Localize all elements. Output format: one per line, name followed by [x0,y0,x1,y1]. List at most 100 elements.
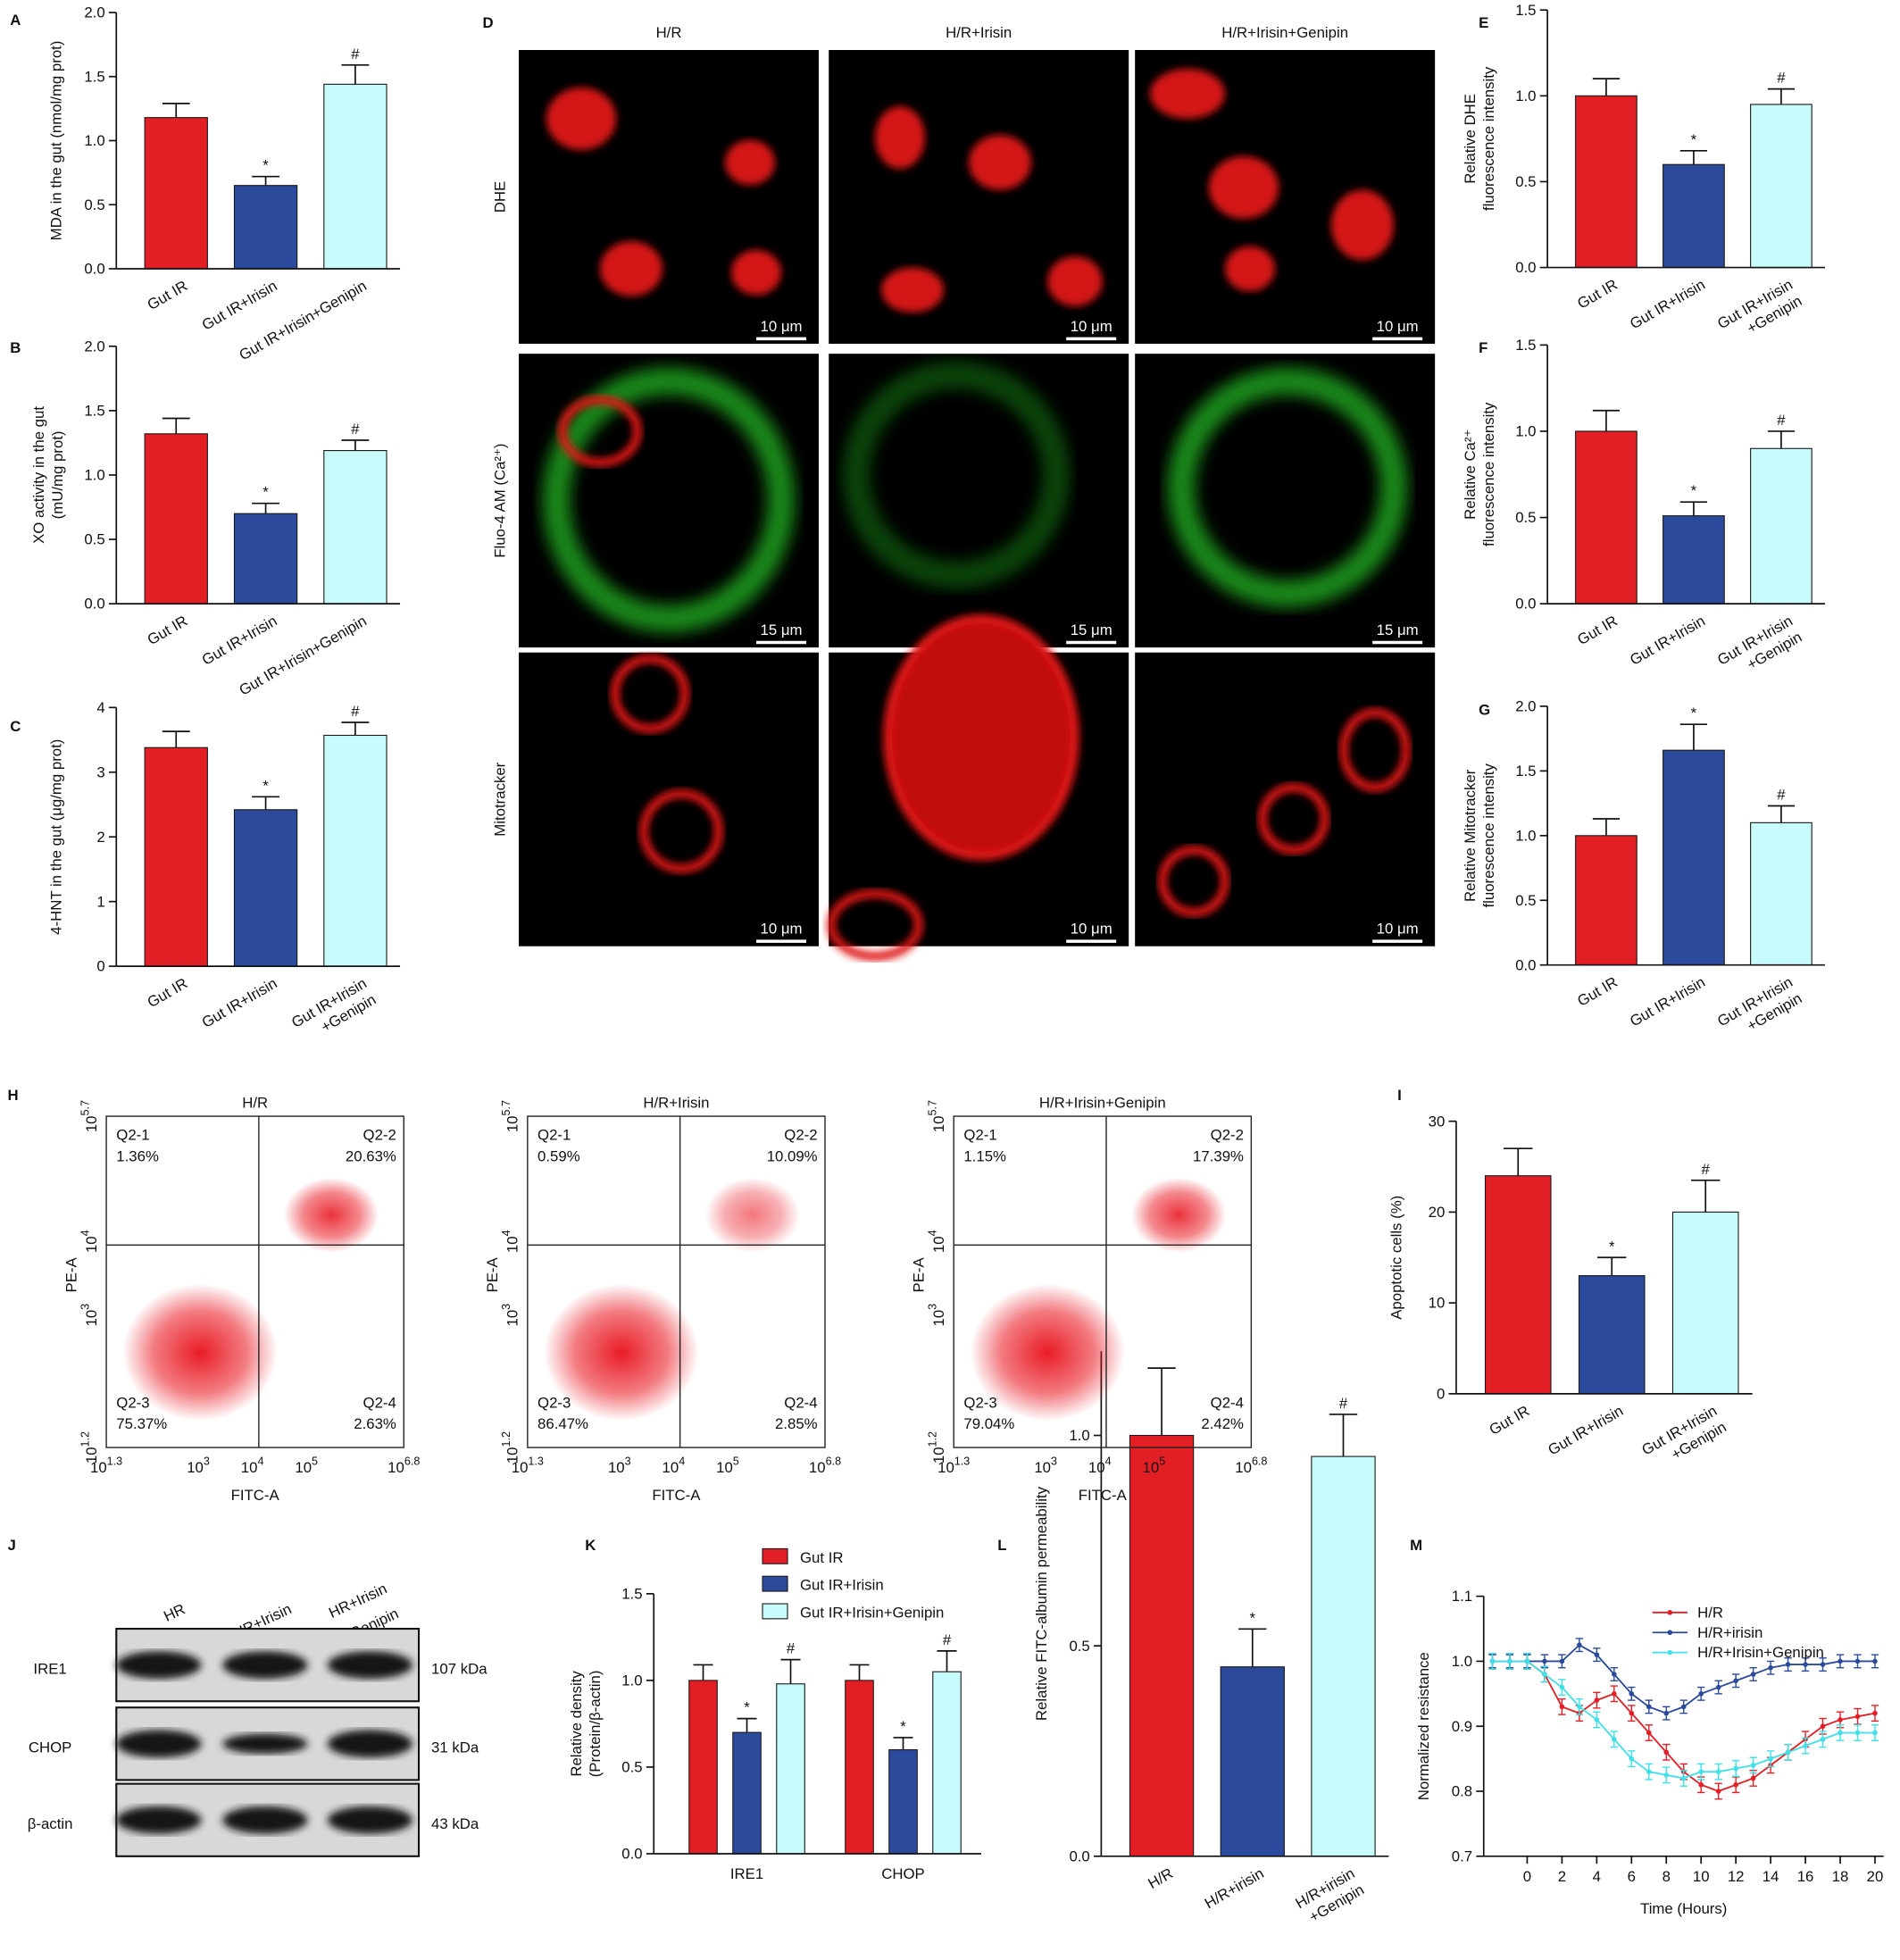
significance: * [900,1718,906,1735]
band [222,1733,308,1755]
point [1646,1704,1652,1710]
x-tick-label: IRE1 [730,1865,763,1882]
y-tick-label-exp: 1.2 [927,1431,939,1447]
mitochondria [639,789,723,873]
y-tick-label-base: 10 [504,1236,521,1253]
y-tick-label: 105.7 [500,1100,521,1132]
quadrant-name: Q2-1 [963,1127,996,1144]
point [1577,1642,1582,1648]
panel-letter: K [585,1537,596,1554]
y-axis-label: Apoptotic cells (%) [1388,1196,1404,1320]
panel-letter: G [1479,702,1490,719]
point [1542,1658,1547,1664]
y-axis-label-line: Relative Mitotracker [1462,769,1479,902]
y-tick-label-exp: 1.2 [79,1431,91,1447]
x-tick-label: Gut IR+Irisin+Genipin [1714,276,1804,349]
y-tick-label: 0.0 [1515,259,1536,276]
x-tick-label: 20 [1867,1868,1884,1885]
y-tick-label: 104 [500,1230,521,1253]
bar [776,1683,805,1855]
bar [144,746,208,967]
panel-letter: I [1397,1087,1402,1104]
x-tick-label: 106.8 [809,1455,841,1476]
nucleus [1149,68,1225,119]
x-tick-label-base: 10 [1235,1459,1252,1476]
y-tick-label-exp: 4 [79,1230,91,1236]
x-tick-label-base: 10 [90,1459,107,1476]
x-tick-label: Gut IR [145,277,191,313]
panel-letter: C [10,718,21,735]
panel-letter: M [1410,1537,1422,1554]
y-tick-label: 1.0 [1515,423,1536,440]
point [1629,1691,1635,1697]
significance: * [1609,1238,1615,1255]
y-tick-label: 101.2 [927,1431,947,1464]
legend-label: Gut IR [800,1549,843,1566]
scale-bar-label: 10 μm [1377,318,1419,335]
quadrant-value: 2.42% [1201,1415,1244,1432]
point [1612,1691,1617,1697]
significance: * [1691,131,1697,148]
x-tick-label: Gut IR+Irisin [199,613,280,669]
point [1854,1658,1861,1664]
y-axis-label: Relative DHE fluorescence intensity [1462,66,1497,211]
plot-frame [953,1115,1253,1448]
cell-stain [1167,367,1408,608]
quadrant-value: 2.63% [354,1415,396,1432]
mitochondria [827,889,923,961]
x-tick-label: Gut IR+Irisin+Genipin [1714,613,1804,686]
point [1698,1691,1704,1697]
quadrant-name: Q2-1 [116,1127,149,1144]
y-tick-label: 2.0 [1515,698,1536,715]
nucleus [1330,189,1394,261]
x-tick-label: Gut IR [1574,973,1621,1010]
x-tick-label: 16 [1797,1868,1814,1885]
y-tick-label: 1.5 [621,1585,642,1602]
y-axis-label: Relative Mitotracker fluorescence intensi… [1462,763,1497,908]
bar [1578,1275,1646,1395]
y-tick-label: 103 [927,1304,947,1327]
protein-label: β-actin [28,1815,73,1832]
x-tick-label-base: 10 [938,1459,954,1476]
point [1750,1672,1756,1677]
x-tick-label: Gut IR+Irisin [1546,1402,1627,1458]
y-axis-label-line: fluorescence intensity [1480,66,1497,211]
y-axis-label-line: Relative density [568,1671,585,1777]
x-tick-label-exp: 6.8 [404,1455,421,1468]
quadrant-value: 2.85% [775,1415,818,1432]
x-tick-label: H/R [1146,1864,1177,1892]
y-axis-label: Relative FITC-albumin permeability [1033,1486,1050,1721]
mitochondria [1339,708,1411,792]
y-tick-label: 0.0 [621,1846,642,1863]
x-tick-label: 104 [662,1455,686,1476]
quadrant-value: 1.15% [963,1147,1006,1164]
x-axis-label: FITC-A [231,1487,280,1504]
point [1715,1789,1721,1794]
x-tick-label: Gut IR+Irisin [199,277,280,333]
y-tick-label-base: 10 [83,1236,100,1253]
bar [144,117,208,270]
point [1768,1756,1773,1762]
plot-title: H/R+Irisin [643,1094,709,1111]
x-tick-label-base: 10 [662,1459,679,1476]
significance: * [1250,1609,1256,1626]
cell-stain [542,367,796,633]
x-tick-label: 105 [1142,1455,1165,1476]
quadrant-name: Q2-3 [538,1394,571,1411]
band [222,1806,308,1834]
legend-label: H/R [1697,1604,1723,1621]
point [1838,1658,1843,1664]
bar [233,185,298,270]
scale-bar-label: 15 μm [1377,621,1419,638]
point [1715,1769,1721,1774]
y-tick-label-base: 10 [504,1310,521,1327]
quadrant-name: Q2-1 [538,1127,571,1144]
point [1663,1710,1670,1716]
bar [323,449,388,605]
x-tick-label: 104 [241,1455,264,1476]
y-tick-label: 0.5 [84,196,104,213]
nucleus [546,87,617,150]
y-axis-label: Relative Ca²⁺ fluorescence intensity [1462,402,1497,546]
y-axis-label-line: XO activity in the gut [30,406,47,544]
row-label: DHE [492,181,509,213]
